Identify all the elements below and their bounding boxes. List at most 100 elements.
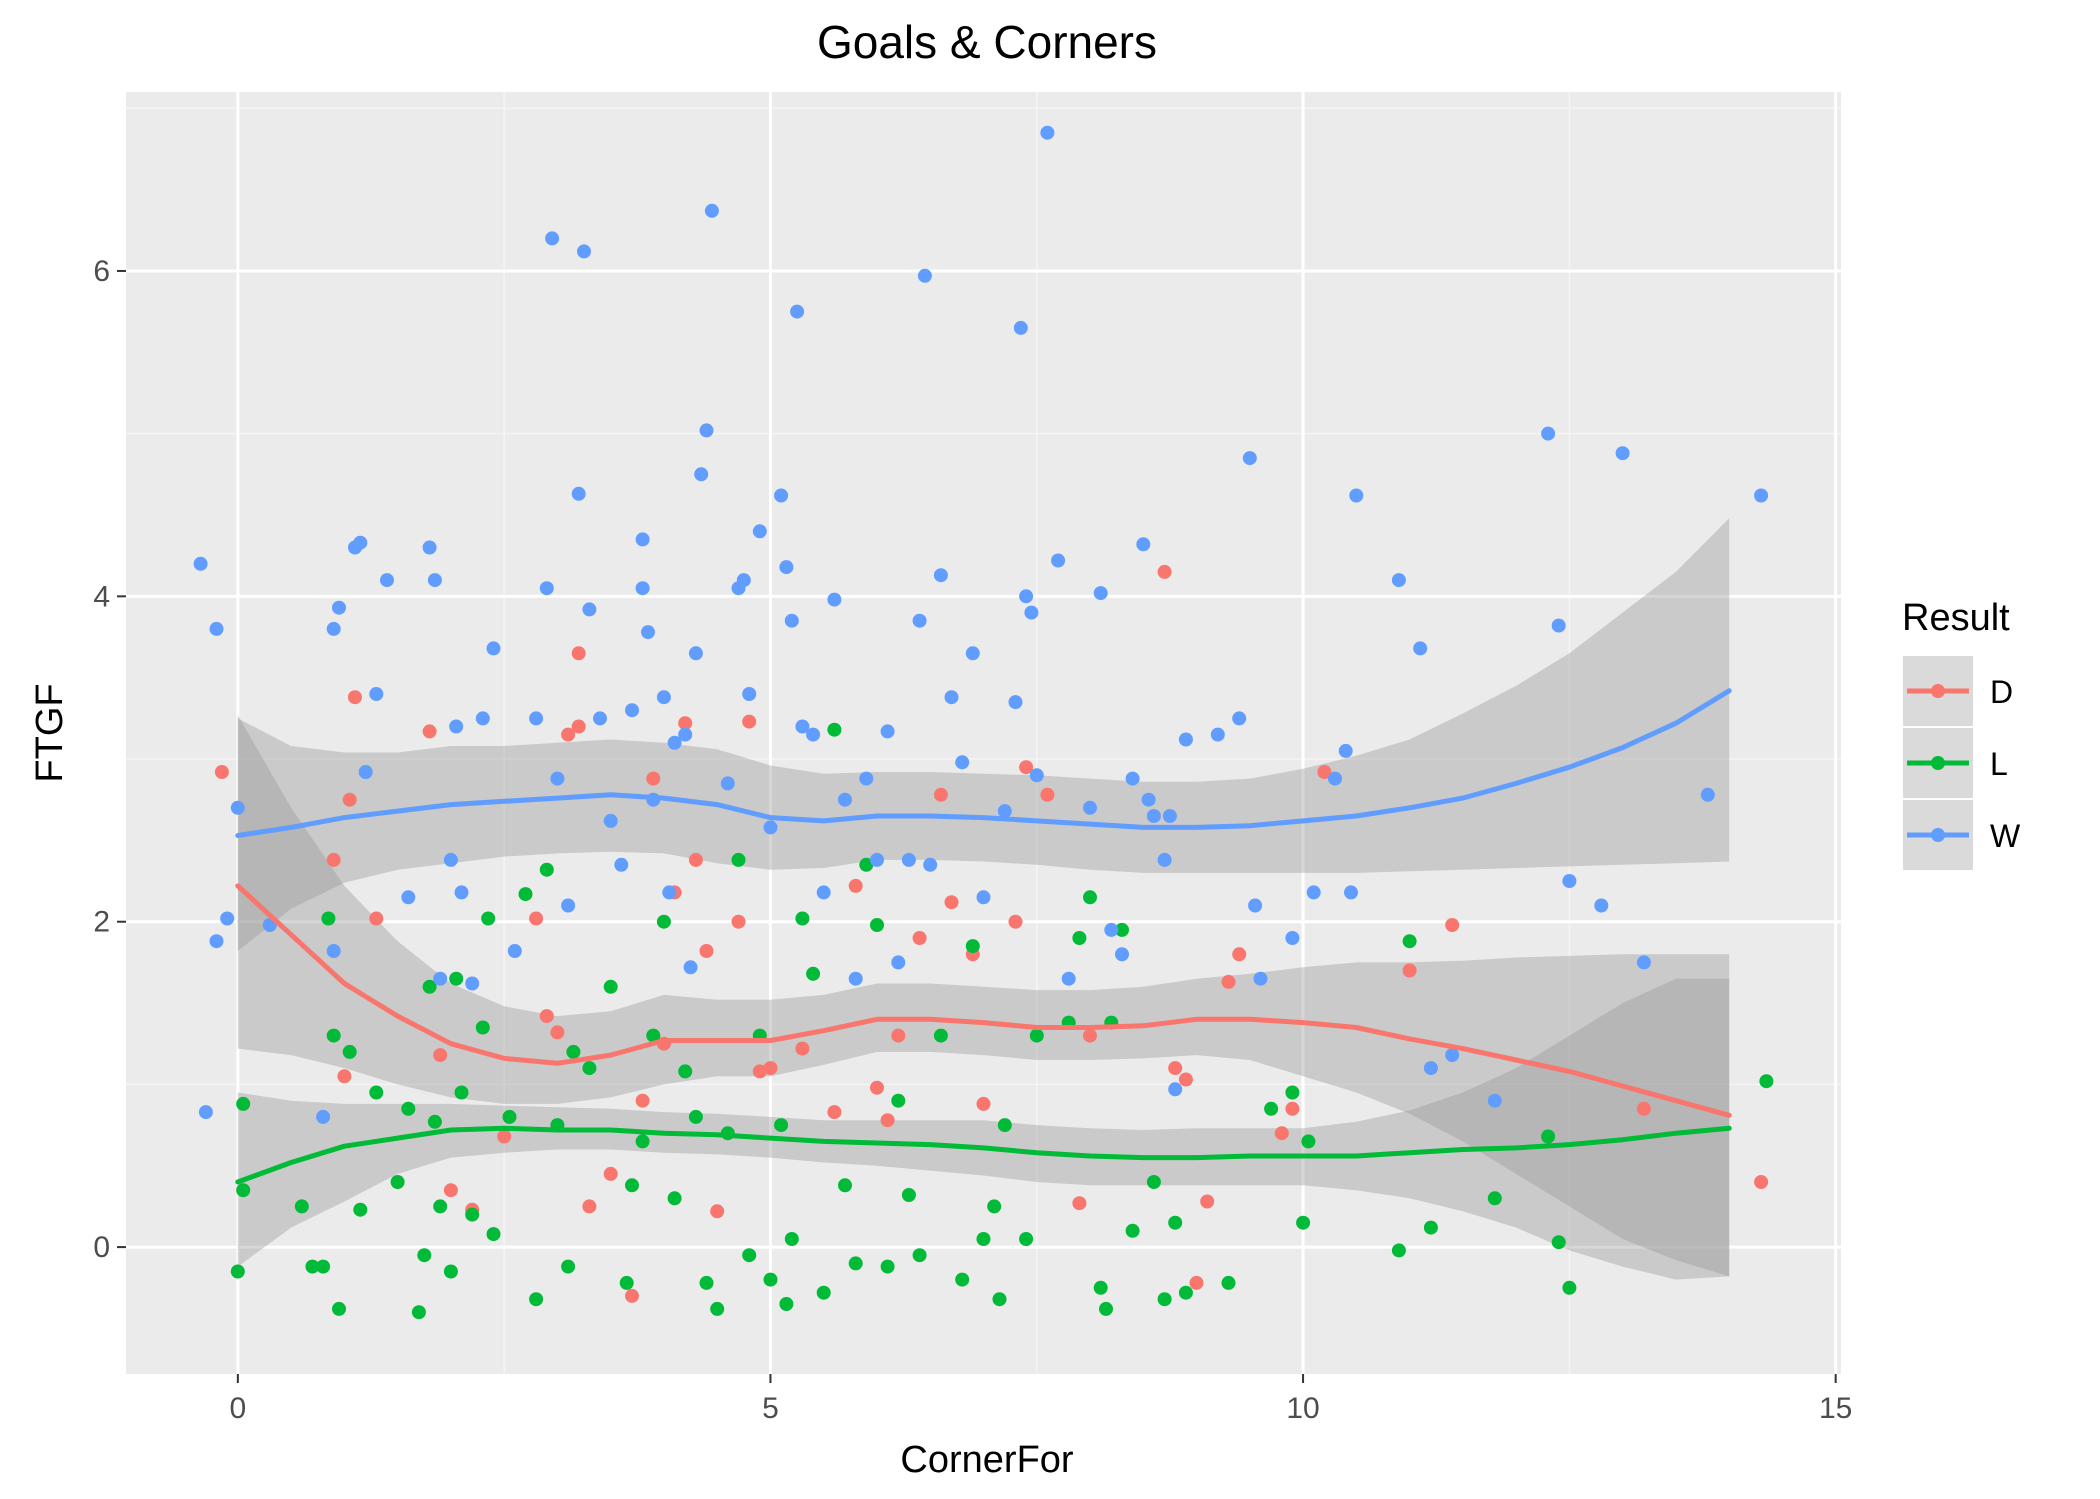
point-W — [790, 304, 805, 319]
point-D — [827, 1105, 842, 1120]
point-L — [475, 1020, 490, 1035]
point-L — [731, 852, 746, 867]
point-D — [870, 1080, 884, 1095]
point-W — [1232, 711, 1247, 726]
smooth-lines — [235, 688, 1732, 1185]
point-W — [997, 804, 1012, 819]
confidence-bands — [237, 518, 1730, 1280]
point-L — [678, 1064, 693, 1079]
legend-title: Result — [1902, 597, 2010, 639]
point-W — [667, 735, 682, 750]
point-L — [619, 1275, 634, 1290]
x-tick-label: 5 — [762, 1392, 779, 1425]
point-D — [571, 646, 586, 661]
point-D — [1317, 765, 1332, 779]
point-D — [635, 1093, 650, 1108]
point-W — [1104, 922, 1119, 937]
point-W — [784, 613, 799, 628]
point-D — [326, 852, 341, 867]
point-D — [1019, 760, 1034, 775]
point-L — [1562, 1280, 1577, 1295]
point-L — [1301, 1134, 1316, 1149]
point-L — [848, 1256, 863, 1271]
point-W — [1562, 874, 1577, 888]
point-W — [838, 792, 852, 807]
point-L — [1391, 1243, 1406, 1258]
point-L — [933, 1028, 948, 1043]
point-W — [380, 573, 394, 588]
point-D — [912, 931, 927, 945]
point-L — [316, 1259, 331, 1274]
point-D — [571, 719, 586, 734]
point-L — [449, 971, 464, 986]
y-tick-label: 4 — [93, 580, 110, 613]
point-W — [230, 800, 245, 815]
point-W — [933, 568, 948, 583]
point-L — [427, 1114, 442, 1129]
point-L — [891, 1093, 906, 1108]
point-L — [454, 1085, 469, 1100]
point-L — [465, 1207, 480, 1222]
point-W — [1423, 1061, 1438, 1076]
point-D — [1189, 1275, 1204, 1290]
point-L — [1072, 931, 1087, 945]
point-L — [1264, 1101, 1279, 1116]
legend-point-W — [1931, 828, 1945, 842]
point-L — [1296, 1215, 1311, 1230]
point-L — [688, 1109, 703, 1124]
point-L — [710, 1301, 725, 1316]
point-W — [912, 613, 927, 628]
point-W — [449, 719, 464, 734]
point-D — [422, 724, 437, 739]
point-W — [816, 885, 831, 900]
point-W — [1615, 446, 1630, 461]
point-L — [955, 1272, 970, 1287]
point-W — [1093, 586, 1108, 601]
point-W — [662, 885, 677, 900]
point-L — [486, 1227, 501, 1242]
point-L — [518, 887, 533, 902]
point-L — [1551, 1235, 1566, 1250]
point-W — [326, 621, 341, 636]
point-W — [1253, 971, 1268, 986]
point-D — [710, 1204, 725, 1219]
point-D — [1232, 947, 1247, 962]
point-L — [353, 1202, 368, 1217]
x-axis-label: CornerFor — [900, 1439, 1073, 1481]
point-W — [427, 573, 442, 588]
y-axis-label: FTGF — [29, 683, 71, 782]
point-W — [1141, 792, 1156, 807]
point-L — [795, 911, 810, 926]
point-W — [1344, 885, 1358, 900]
point-W — [779, 560, 794, 575]
point-W — [1008, 695, 1023, 710]
point-L — [326, 1028, 341, 1043]
point-L — [390, 1175, 405, 1189]
point-W — [1541, 426, 1556, 441]
point-L — [1423, 1220, 1438, 1235]
point-L — [997, 1118, 1012, 1133]
point-W — [358, 765, 373, 779]
point-L — [332, 1301, 346, 1316]
point-W — [193, 556, 208, 571]
point-W — [901, 852, 916, 867]
point-W — [1413, 641, 1428, 656]
point-W — [827, 592, 842, 607]
point-L — [321, 911, 336, 926]
point-W — [1487, 1093, 1502, 1108]
point-W — [1162, 809, 1177, 823]
chart-title: Goals & Corners — [817, 16, 1157, 68]
legend-point-L — [1931, 756, 1945, 770]
point-L — [342, 1044, 357, 1059]
point-W — [465, 976, 480, 991]
point-D — [731, 914, 746, 929]
point-L — [1019, 1232, 1034, 1246]
point-L — [305, 1259, 320, 1274]
point-D — [337, 1069, 352, 1084]
point-W — [859, 771, 874, 786]
point-D — [539, 1009, 554, 1024]
point-W — [880, 724, 895, 739]
point-L — [816, 1285, 831, 1300]
point-W — [848, 971, 863, 986]
confidence-band-W — [237, 518, 1730, 951]
